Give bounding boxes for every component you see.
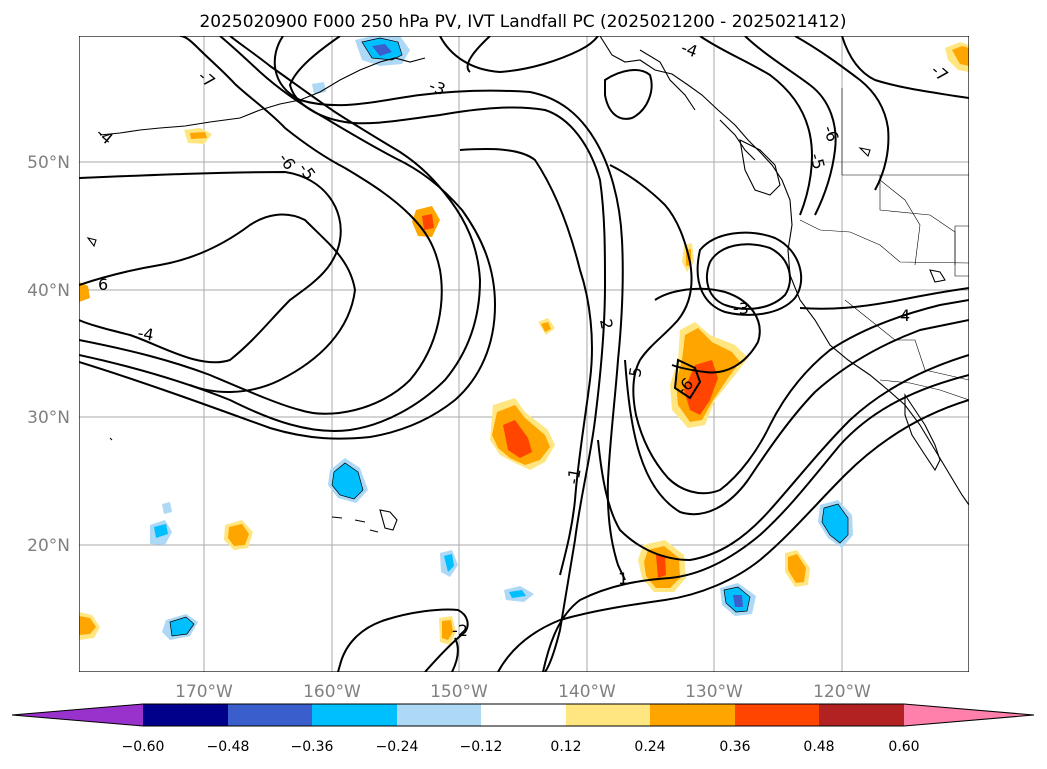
colorbar-segment <box>735 704 819 726</box>
colorbar-segment <box>397 704 481 726</box>
contour-label: -5 <box>806 151 828 171</box>
lon-label: 150°W <box>430 682 488 702</box>
lat-label: 30°N <box>27 408 70 428</box>
colorbar-segment <box>819 704 904 726</box>
negative-anomaly-blob <box>332 463 363 499</box>
colorbar-tick-label: −0.24 <box>376 739 419 755</box>
negative-anomaly-blob <box>509 590 526 598</box>
positive-anomaly-blob <box>788 554 806 583</box>
longitude-labels: 170°W 160°W 150°W 140°W 130°W 120°W <box>175 682 871 702</box>
lon-label: 170°W <box>175 682 233 702</box>
contour-label: -3 <box>733 299 749 318</box>
colorbar-segment <box>566 704 650 726</box>
colorbar-segment <box>650 704 735 726</box>
contour-label: 1 <box>618 569 628 588</box>
contour-label: -4 <box>679 38 700 61</box>
contour-label: 4 <box>900 306 910 325</box>
coastlines <box>86 36 969 533</box>
contour-label: 5 <box>625 365 645 378</box>
lat-label: 40°N <box>27 281 70 301</box>
colorbar-segment <box>312 704 397 726</box>
negative-anomaly-blob <box>822 504 848 543</box>
lon-label: 130°W <box>685 682 743 702</box>
colorbar-ticks: −0.60 −0.48 −0.36 −0.24 −0.12 0.12 0.24 … <box>122 739 920 755</box>
latitude-labels: 50°N 40°N 30°N 20°N <box>27 153 70 556</box>
lon-label: 120°W <box>813 682 871 702</box>
political-borders <box>799 88 969 401</box>
positive-anomaly-blob <box>684 360 718 415</box>
contour-label: -4 <box>136 323 155 344</box>
positive-anomaly-blob <box>952 46 969 66</box>
shaded-anomalies <box>79 36 969 645</box>
figure-title: 2025020900 F000 250 hPa PV, IVT Landfall… <box>199 12 846 32</box>
colorbar-outline <box>11 703 1035 727</box>
positive-anomaly-blob <box>503 420 532 458</box>
negative-anomaly-blob <box>170 617 194 636</box>
colorbar-extend-min <box>12 704 143 726</box>
colorbar-segment <box>143 704 228 726</box>
colorbar-segment <box>228 704 312 726</box>
colorbar-tick-label: −0.12 <box>460 739 503 755</box>
negative-anomaly-blob <box>154 524 168 538</box>
colorbar-tick-label: 0.48 <box>803 739 834 755</box>
colorbar-tick-label: 0.24 <box>634 739 665 755</box>
positive-anomaly-blob <box>79 282 90 302</box>
negative-anomaly-blob <box>733 595 743 607</box>
colorbar-tick-label: 0.12 <box>550 739 581 755</box>
lon-label: 140°W <box>558 682 616 702</box>
pv-contours <box>79 36 969 672</box>
colorbar-extend-max <box>904 704 1034 726</box>
contour-label: 2 <box>596 317 616 330</box>
colorbar-tick-label: −0.48 <box>207 739 250 755</box>
positive-anomaly-blob <box>422 214 434 230</box>
negative-anomaly-blob <box>444 554 454 572</box>
contour-label: -6 <box>819 123 842 144</box>
lon-label: 160°W <box>303 682 361 702</box>
contour-label: 6 <box>98 275 108 294</box>
positive-anomaly-blob <box>228 524 249 546</box>
contour-label: -2 <box>452 621 468 640</box>
negative-anomaly-blob <box>372 44 392 56</box>
positive-anomaly-blob <box>190 132 207 139</box>
positive-anomaly-blob <box>79 616 96 635</box>
colorbar-tick-label: 0.36 <box>719 739 750 755</box>
colorbar-tick-label: −0.36 <box>291 739 334 755</box>
colorbar <box>11 703 1035 727</box>
colorbar-tick-label: 0.60 <box>888 739 919 755</box>
positive-anomaly-blob <box>541 322 551 332</box>
contour-label: -3 <box>427 76 448 99</box>
positive-anomaly-blob <box>656 555 666 578</box>
contour-label: -1 <box>563 467 584 486</box>
anomaly-outlines <box>169 37 849 637</box>
lat-label: 50°N <box>27 153 70 173</box>
positive-anomaly-blob <box>442 620 453 640</box>
colorbar-segment <box>481 704 566 726</box>
lat-label: 20°N <box>27 536 70 556</box>
map-panel: -7 -6 -5 -4 -3 -4 -6 -5 -7 6 4 2 1 5 -3 … <box>79 36 969 672</box>
negative-anomaly-blob <box>162 502 172 514</box>
colorbar-tick-label: −0.60 <box>122 739 165 755</box>
